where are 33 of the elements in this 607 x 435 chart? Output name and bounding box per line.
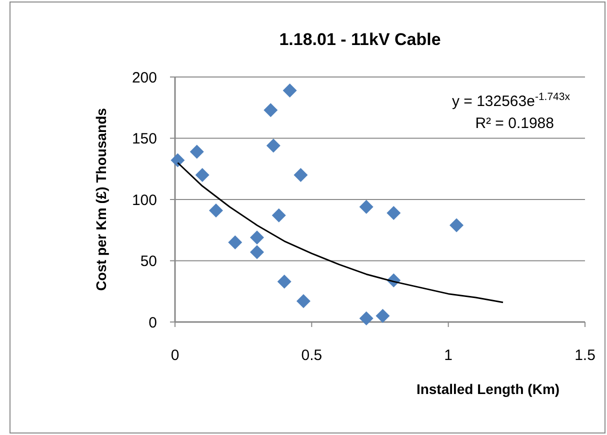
x-tick-label: 0.5 bbox=[301, 347, 322, 364]
y-tick-label: 50 bbox=[140, 253, 157, 270]
point bbox=[264, 103, 278, 118]
point bbox=[195, 168, 210, 182]
point bbox=[209, 204, 223, 218]
point bbox=[450, 218, 464, 232]
point bbox=[296, 294, 310, 308]
point bbox=[266, 138, 280, 153]
chart-title: 1.18.01 - 11kV Cable bbox=[279, 30, 441, 49]
x-tick-label: 1 bbox=[444, 347, 453, 364]
point bbox=[359, 200, 374, 214]
point bbox=[190, 144, 204, 159]
y-tick-label: 150 bbox=[132, 130, 157, 148]
y-tick-label: 0 bbox=[148, 314, 157, 332]
y-tick-label: 200 bbox=[132, 69, 157, 86]
point bbox=[359, 311, 374, 326]
y-axis-title: Cost per Km (£) Thousands bbox=[93, 108, 109, 291]
point bbox=[272, 208, 286, 222]
point bbox=[228, 235, 242, 250]
point bbox=[250, 245, 264, 260]
x-tick-label: 0 bbox=[170, 347, 180, 364]
annotation: R² = 0.1988 bbox=[475, 115, 554, 132]
point bbox=[277, 274, 292, 289]
x-tick-label: 1.5 bbox=[574, 347, 596, 364]
point bbox=[170, 153, 185, 168]
point bbox=[282, 83, 297, 98]
annotation: y = 132563e$^{-1.743x}$ bbox=[452, 91, 571, 110]
point bbox=[294, 168, 308, 182]
x-axis-title: Installed Length (Km) bbox=[416, 381, 560, 397]
point bbox=[376, 308, 390, 323]
point bbox=[250, 230, 264, 244]
point bbox=[386, 206, 401, 220]
y-tick-label: 100 bbox=[132, 192, 157, 209]
